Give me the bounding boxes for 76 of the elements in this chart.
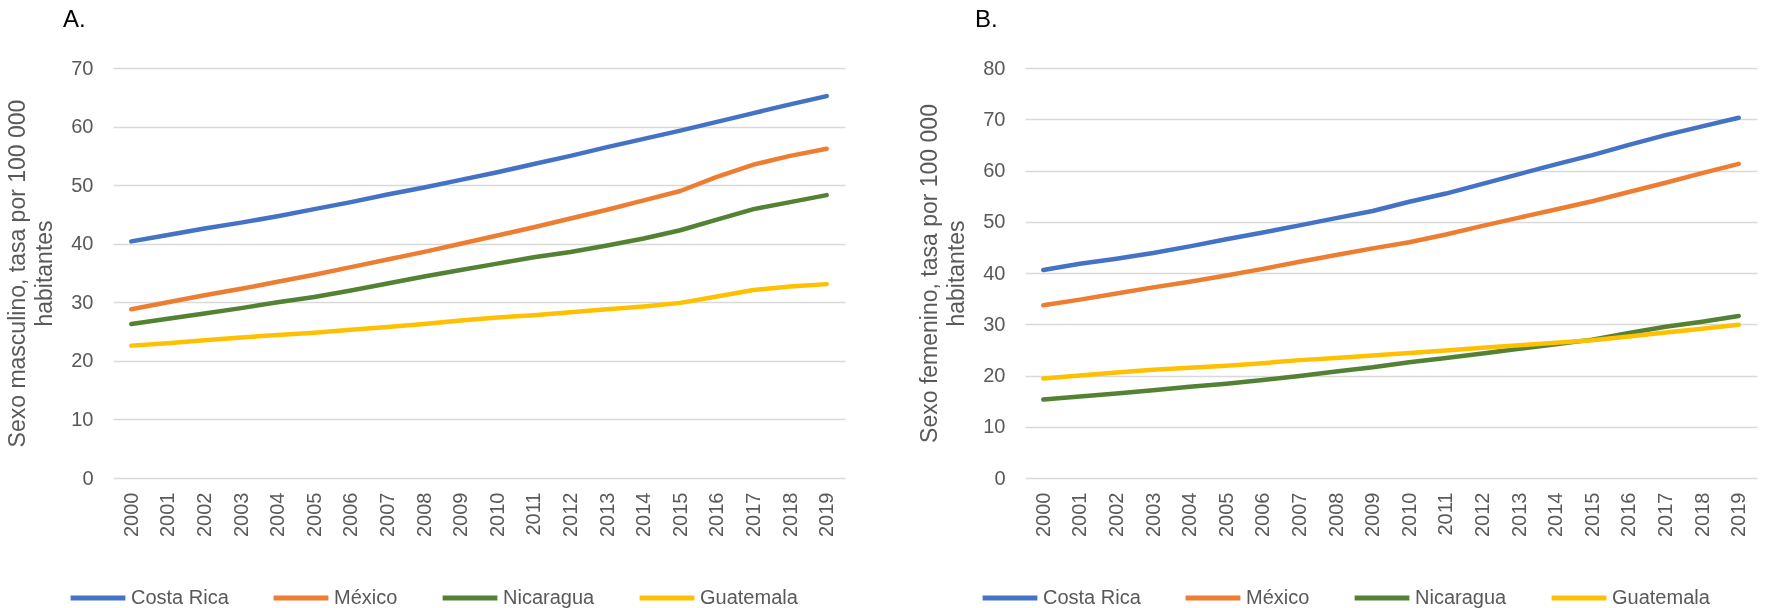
y-tick-label: 20	[983, 364, 1006, 386]
line-series	[129, 146, 829, 312]
x-tick-label: 2016	[1617, 492, 1640, 537]
y-tick-label: 50	[983, 210, 1006, 233]
line-series	[1041, 161, 1741, 308]
y-tick-label: 30	[983, 312, 1006, 335]
legend-label: México	[1246, 586, 1310, 608]
x-tick-label: 2001	[156, 492, 179, 537]
y-tick-label: 50	[71, 173, 94, 196]
y-tick-label: 60	[71, 115, 94, 138]
x-tick-label: 2015	[1580, 492, 1603, 537]
line-series	[129, 93, 829, 244]
y-tick-label: 60	[983, 159, 1006, 181]
y-tick-label: 10	[983, 415, 1006, 438]
x-tick-label: 2017	[742, 492, 764, 537]
x-tick-label: 2006	[1251, 492, 1274, 537]
x-tick-label: 2004	[1178, 492, 1201, 537]
y-tick-label: 0	[994, 466, 1006, 489]
x-tick-label: 2005	[302, 492, 325, 537]
line-series	[1041, 322, 1741, 381]
line-series	[129, 281, 829, 348]
x-tick-label: 2017	[1654, 492, 1676, 537]
x-tick-label: 2011	[522, 492, 545, 536]
x-tick-label: 2008	[412, 492, 435, 537]
y-tick-label: 30	[71, 290, 94, 313]
x-tick-label: 2012	[559, 492, 581, 537]
chart-title: A.	[63, 5, 86, 32]
y-tick-label: 70	[71, 56, 94, 79]
x-tick-label: 2019	[1727, 492, 1750, 537]
chart-title: B.	[975, 5, 998, 32]
x-tick-label: 2007	[376, 492, 398, 537]
y-tick-label: 0	[82, 466, 94, 489]
legend-label: México	[334, 586, 398, 608]
y-axis-title: Sexo masculino, tasa por 100 000 habitantes	[4, 99, 58, 448]
x-tick-label: 2006	[339, 492, 362, 537]
line-series	[1041, 115, 1741, 273]
legend-label: Nicaragua	[503, 586, 596, 608]
x-tick-label: 2002	[193, 492, 215, 537]
x-tick-label: 2011	[1434, 492, 1457, 536]
x-tick-label: 2012	[1471, 492, 1493, 537]
x-tick-label: 2013	[595, 492, 618, 537]
y-tick-label: 10	[71, 407, 94, 430]
x-tick-label: 2014	[1544, 492, 1567, 537]
x-tick-label: 2004	[266, 492, 289, 537]
y-tick-label: 70	[983, 107, 1006, 130]
x-tick-label: 2010	[1397, 492, 1420, 537]
x-tick-label: 2009	[1361, 492, 1384, 537]
legend-label: Nicaragua	[1415, 586, 1508, 608]
y-tick-label: 20	[71, 349, 94, 372]
x-tick-label: 2007	[1288, 492, 1310, 537]
line-series	[129, 192, 829, 327]
legend-label: Costa Rica	[131, 586, 230, 608]
x-tick-label: 2000	[119, 492, 142, 537]
legend-label: Guatemala	[700, 586, 799, 608]
x-tick-label: 2018	[1690, 492, 1713, 537]
y-tick-label: 80	[983, 56, 1006, 79]
y-tick-label: 40	[71, 232, 94, 255]
legend-label: Guatemala	[1612, 586, 1711, 608]
x-tick-label: 2002	[1105, 492, 1127, 537]
x-tick-label: 2003	[229, 492, 252, 537]
x-tick-label: 2008	[1324, 492, 1347, 537]
x-tick-label: 2009	[449, 492, 472, 537]
x-tick-label: 2000	[1031, 492, 1054, 537]
x-tick-label: 2005	[1214, 492, 1237, 537]
x-tick-label: 2003	[1141, 492, 1164, 537]
x-tick-label: 2019	[815, 492, 838, 537]
x-tick-label: 2001	[1068, 492, 1091, 537]
y-tick-label: 40	[983, 261, 1006, 284]
x-tick-label: 2015	[668, 492, 691, 537]
x-tick-label: 2018	[778, 492, 801, 537]
x-tick-label: 2010	[485, 492, 508, 537]
x-tick-label: 2014	[632, 492, 655, 537]
x-tick-label: 2016	[705, 492, 728, 537]
legend-label: Costa Rica	[1043, 586, 1142, 608]
x-tick-label: 2013	[1507, 492, 1530, 537]
y-axis-title: Sexo femenino, tasa por 100 000 habitantes	[916, 104, 970, 443]
